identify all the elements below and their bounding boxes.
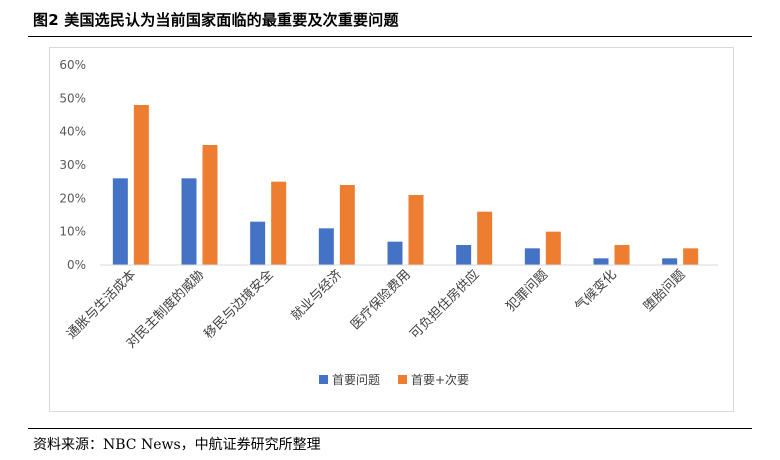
- chart-frame: [49, 47, 734, 412]
- legend-swatch: [398, 375, 407, 384]
- bar-combined: [614, 245, 630, 265]
- bar-combined: [271, 181, 287, 265]
- bar-combined: [202, 145, 218, 265]
- bar-primary: [318, 228, 334, 265]
- y-tick-label: 30%: [59, 158, 86, 172]
- x-category-label: 医疗保险费用: [348, 267, 414, 333]
- bar-primary: [593, 258, 609, 265]
- bar-primary: [662, 258, 678, 265]
- x-category-label: 可负担住房供应: [407, 267, 483, 343]
- bar-combined: [545, 231, 561, 265]
- x-category-label: 通胀与生活成本: [64, 267, 139, 342]
- figure-title: 图2 美国选民认为当前国家面临的最重要及次重要问题: [33, 11, 399, 29]
- y-tick-label: 60%: [59, 58, 86, 72]
- top-rule: [28, 36, 752, 37]
- bar-combined: [408, 195, 424, 265]
- x-category-label: 气候变化: [572, 267, 620, 315]
- bar-combined: [133, 105, 149, 265]
- bar-primary: [181, 178, 197, 265]
- x-category-label: 就业与经济: [289, 267, 346, 324]
- bar-primary: [524, 248, 540, 265]
- bar-combined: [339, 185, 355, 265]
- bar-primary: [112, 178, 128, 265]
- y-tick-label: 20%: [59, 191, 86, 205]
- bottom-rule: [28, 428, 752, 429]
- x-category-label: 移民与边境安全: [201, 267, 277, 343]
- y-tick-label: 40%: [59, 125, 86, 139]
- x-category-label: 犯罪问题: [504, 267, 551, 314]
- legend-swatch: [319, 375, 328, 384]
- bar-combined: [477, 211, 493, 265]
- bar-primary: [387, 241, 403, 265]
- source-note: 资料来源：NBC News，中航证券研究所整理: [33, 437, 321, 453]
- legend-label: 首要+次要: [411, 373, 469, 387]
- legend-label: 首要问题: [332, 373, 380, 387]
- bar-primary: [250, 221, 266, 265]
- x-category-label: 堕胎问题: [640, 267, 688, 315]
- y-tick-label: 10%: [59, 225, 86, 239]
- y-tick-label: 50%: [59, 91, 86, 105]
- bar-combined: [683, 248, 699, 265]
- bar-primary: [456, 245, 472, 265]
- y-tick-label: 0%: [67, 258, 86, 272]
